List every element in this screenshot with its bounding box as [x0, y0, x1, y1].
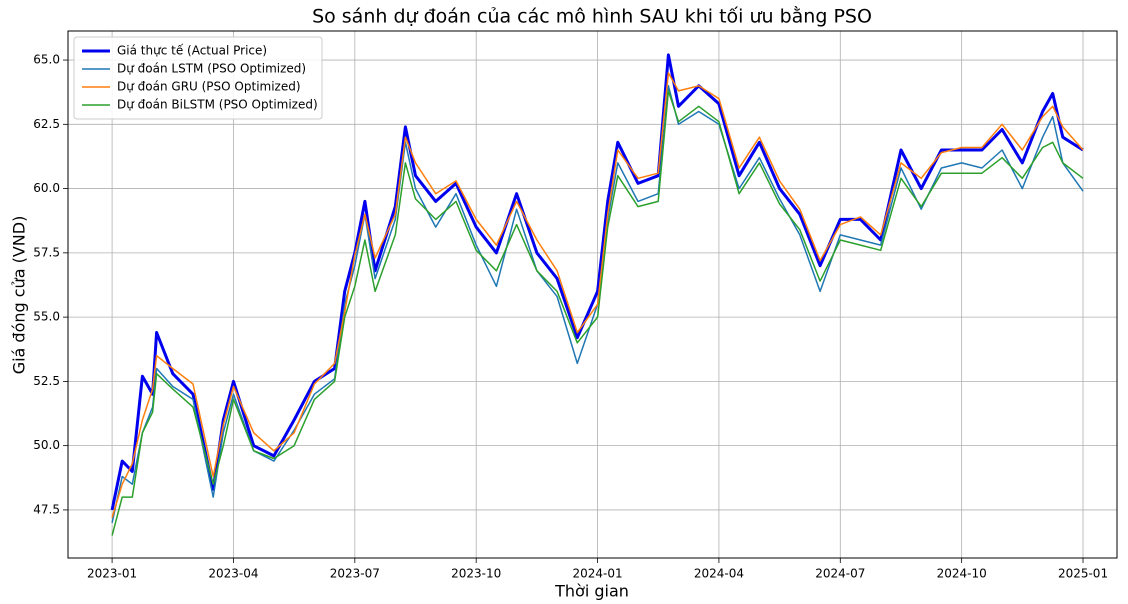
plot-frame — [67, 30, 1118, 559]
y-tick-label: 65.0 — [33, 53, 60, 67]
legend-box — [73, 36, 323, 120]
x-tick-label: 2023-10 — [451, 567, 501, 581]
legend-label: Giá thực tế (Actual Price) — [117, 44, 267, 58]
legend: Giá thực tế (Actual Price) Dự đoán LSTM (… — [73, 36, 323, 120]
chart-title: So sánh dự đoán của các mô hình SAU khi … — [312, 5, 872, 28]
x-tick-label: 2024-01 — [572, 567, 622, 581]
y-tick-label: 57.5 — [33, 245, 60, 259]
y-tick-label: 50.0 — [33, 438, 60, 452]
y-tick-label: 62.5 — [33, 117, 60, 131]
y-tick-label: 52.5 — [33, 374, 60, 388]
x-tick-label: 2024-04 — [694, 567, 744, 581]
x-tick-label: 2024-10 — [937, 567, 987, 581]
x-tick-label: 2023-04 — [208, 567, 258, 581]
y-tick-label: 60.0 — [33, 181, 60, 195]
x-tick-label: 2023-01 — [87, 567, 137, 581]
y-axis-label: Giá đóng cửa (VND) — [10, 216, 29, 375]
x-axis-label: Thời gian — [554, 582, 629, 601]
legend-label: Dự đoán BiLSTM (PSO Optimized) — [117, 98, 318, 112]
legend-label: Dự đoán GRU (PSO Optimized) — [117, 80, 301, 94]
line-series — [111, 72, 1084, 518]
x-tick-label: 2025-01 — [1058, 567, 1108, 581]
x-tick-label: 2024-07 — [815, 567, 865, 581]
legend-label: Dự đoán LSTM (PSO Optimized) — [117, 62, 306, 76]
line-series — [111, 85, 1084, 523]
x-tick-label: 2023-07 — [330, 567, 380, 581]
line-series — [110, 53, 1084, 511]
line-series — [111, 90, 1084, 536]
y-tick-label: 55.0 — [33, 310, 60, 324]
y-tick-label: 47.5 — [33, 502, 60, 516]
